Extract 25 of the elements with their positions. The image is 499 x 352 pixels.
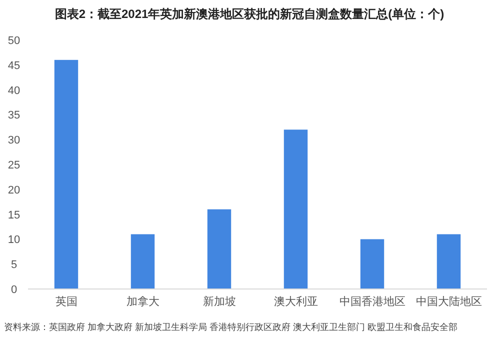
- chart-title: 图表2：截至2021年英加新澳港地区获批的新冠自测盒数量汇总(单位：个): [54, 7, 444, 21]
- bar: [130, 234, 155, 289]
- y-tick-label: 30: [8, 134, 20, 147]
- x-tick-label: 中国大陆地区: [416, 295, 482, 308]
- x-tick-label: 新加坡: [202, 295, 236, 308]
- x-tick-label: 中国香港地区: [339, 295, 406, 308]
- bar: [207, 209, 232, 289]
- y-tick-label: 20: [8, 184, 20, 196]
- y-tick-label: 15: [8, 209, 20, 222]
- y-tick-label: 25: [8, 160, 20, 172]
- bar: [360, 239, 384, 289]
- x-tick-label: 澳大利亚: [274, 295, 318, 308]
- bar: [284, 130, 308, 289]
- y-tick-label: 5: [10, 259, 18, 272]
- y-tick-label: 45: [8, 60, 20, 72]
- bar: [54, 60, 78, 289]
- y-tick-label: 35: [8, 110, 20, 122]
- text: 资料来源：英国政府 加拿大政府 新加坡卫生科学局 香港特别行政区政府 澳大利亚卫生部门 欧盟卫生和食品安全部: [4, 322, 458, 332]
- y-tick-label: 10: [8, 234, 20, 246]
- y-tick-label: 50: [8, 35, 20, 47]
- y-tick-label: 40: [8, 84, 20, 97]
- x-tick-label: 加拿大: [126, 295, 160, 308]
- x-tick-label: 英国: [55, 295, 78, 308]
- y-tick-label: 0: [10, 284, 18, 296]
- bar: [436, 234, 461, 289]
